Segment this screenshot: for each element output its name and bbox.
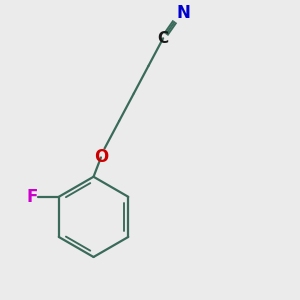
Text: F: F [27, 188, 38, 206]
Text: C: C [158, 31, 169, 46]
Text: N: N [177, 4, 190, 22]
Text: O: O [94, 148, 108, 166]
